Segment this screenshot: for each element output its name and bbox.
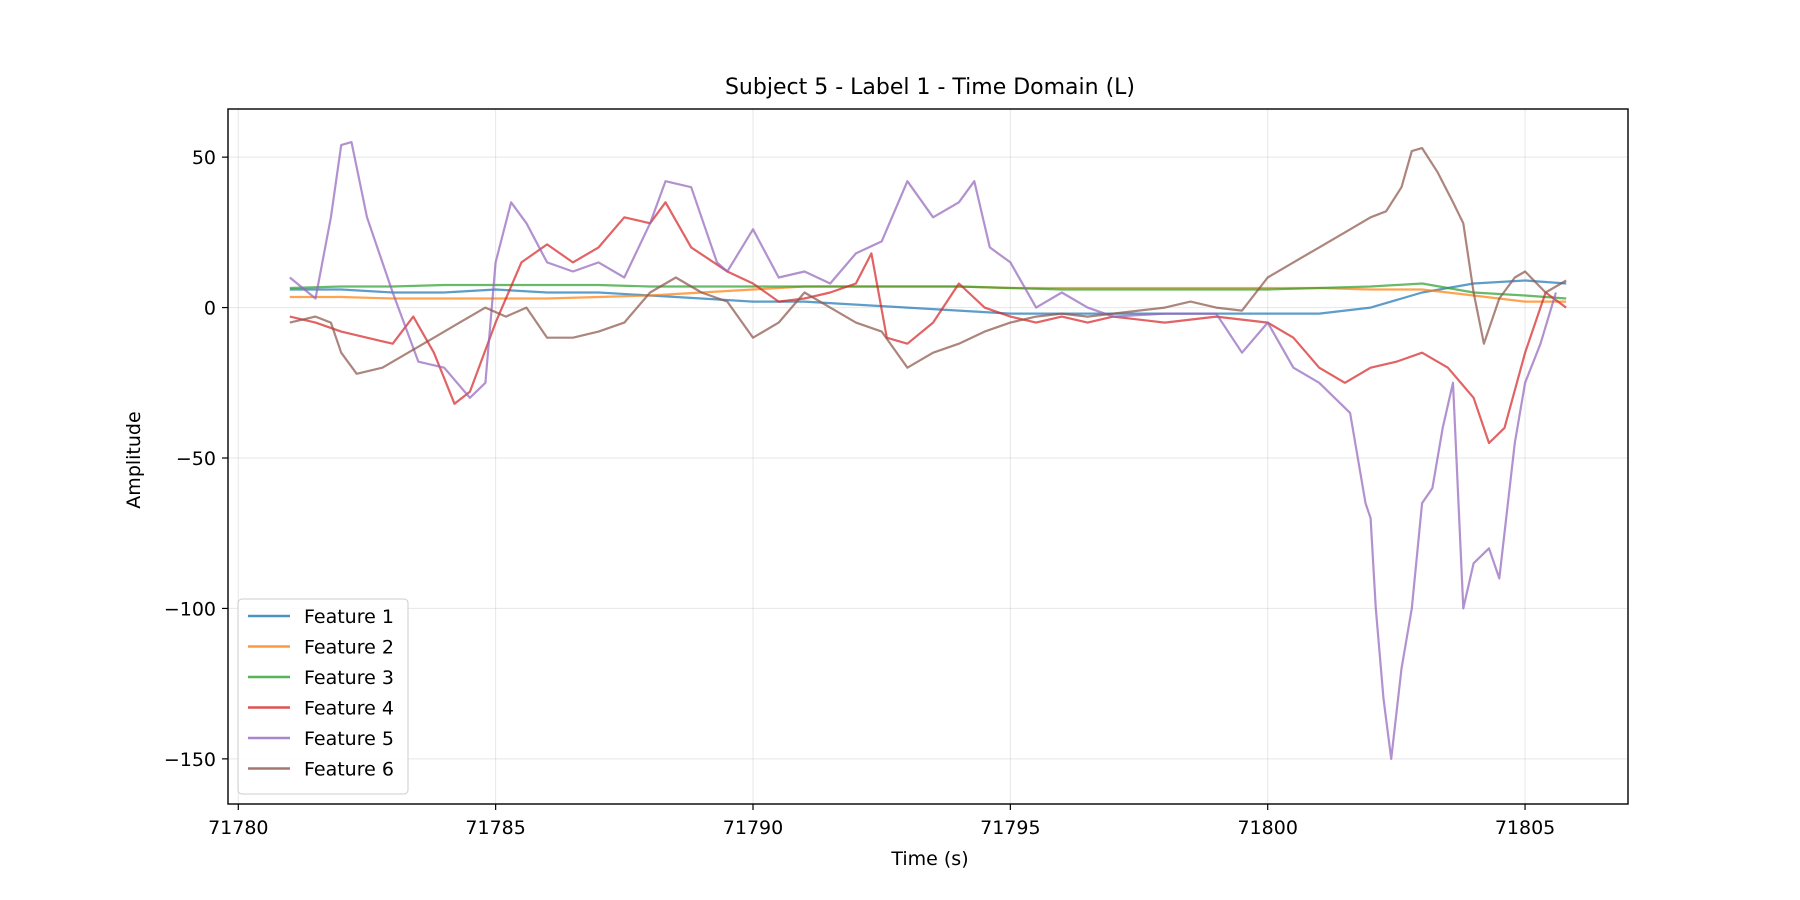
legend-label: Feature 6 bbox=[304, 759, 394, 781]
legend-label: Feature 5 bbox=[304, 728, 394, 750]
y-tick-label: −100 bbox=[164, 598, 216, 620]
chart-title: Subject 5 - Label 1 - Time Domain (L) bbox=[725, 75, 1135, 100]
x-tick-label: 71805 bbox=[1495, 817, 1555, 839]
y-tick-label: 0 bbox=[204, 298, 216, 320]
legend: Feature 1 Feature 2 Feature 3 Feature 4 Feat… bbox=[238, 599, 408, 794]
legend-label: Feature 1 bbox=[304, 606, 394, 628]
y-axis-label: Amplitude bbox=[123, 411, 145, 508]
x-tick-label: 71795 bbox=[980, 817, 1040, 839]
x-tick-label: 71800 bbox=[1237, 817, 1297, 839]
y-tick-label: 50 bbox=[192, 147, 216, 169]
x-tick-label: 71785 bbox=[465, 817, 525, 839]
legend-label: Feature 3 bbox=[304, 667, 394, 689]
x-axis-label: Time (s) bbox=[890, 848, 968, 870]
x-tick-label: 71780 bbox=[208, 817, 268, 839]
legend-label: Feature 2 bbox=[304, 637, 394, 659]
x-tick-label: 71790 bbox=[723, 817, 783, 839]
y-tick-label: −150 bbox=[164, 749, 216, 771]
y-tick-label: −50 bbox=[176, 448, 216, 470]
legend-label: Feature 4 bbox=[304, 698, 394, 720]
